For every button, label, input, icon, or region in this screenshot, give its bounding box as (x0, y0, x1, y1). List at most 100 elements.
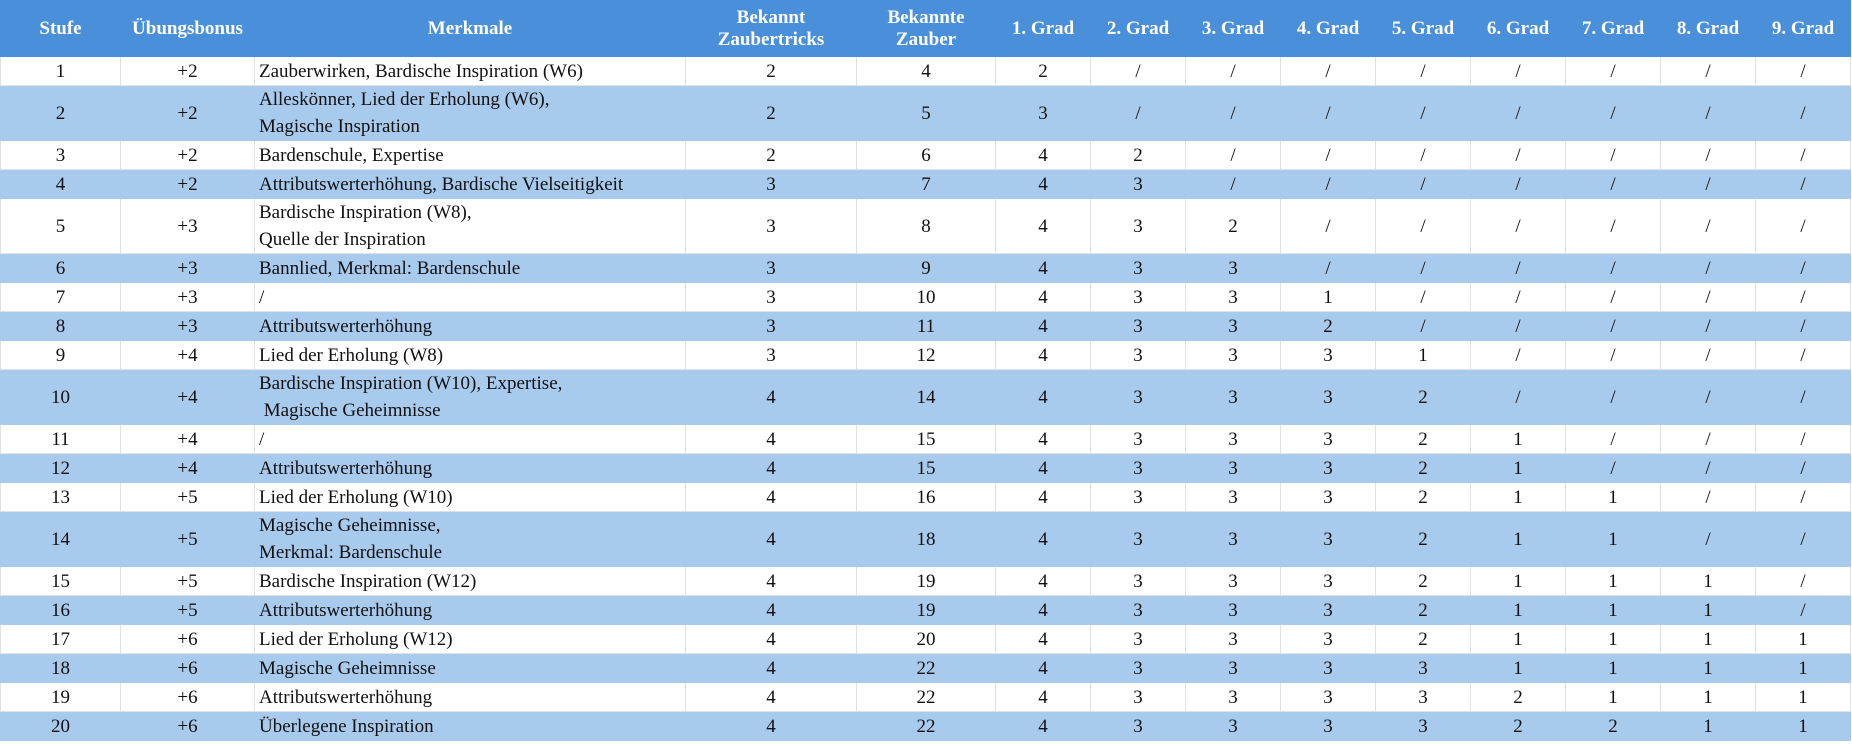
table-row: 13 +5 Lied der Erholung (W10) 4 16 4 3 3 3 2 1 1// (0, 482, 1851, 512)
cell: 19 (856, 595, 996, 625)
table-row: 1 +2 Zauberwirken, Bardische Inspiration (… (0, 56, 1851, 86)
feature-cell: Attributswerterhöhung (254, 682, 686, 712)
cell: 10 (856, 282, 996, 312)
cell: 4 (685, 595, 857, 625)
cell: / (1565, 253, 1661, 283)
cell: / (1470, 311, 1566, 341)
cell: / (1470, 56, 1566, 86)
cell: 3 (1280, 653, 1376, 683)
cell: 2 (1375, 424, 1471, 454)
cell: 13 (0, 482, 121, 512)
cell: 1 (1565, 653, 1661, 683)
cell: 16 (0, 595, 121, 625)
cell: 3 (685, 253, 857, 283)
header-cell: 2. Grad (1090, 0, 1186, 57)
table-row: 7 +3/3 10 4 3 3 1// / / / (0, 282, 1851, 312)
cell: 4 (685, 624, 857, 654)
cell: 3 (1090, 198, 1186, 254)
cell: / (1755, 511, 1851, 567)
cell: 1 (1565, 511, 1661, 567)
cell: / (1660, 311, 1756, 341)
cell: 4 (685, 511, 857, 567)
table-row: 5 +3 Bardische Inspiration (W8), Quelle de… (0, 198, 1851, 254)
cell: 3 (1280, 482, 1376, 512)
cell: 3 (1185, 682, 1281, 712)
cell: 2 (1375, 566, 1471, 596)
cell: 4 (995, 511, 1091, 567)
cell: 4 (995, 253, 1091, 283)
cell: 3 (1185, 340, 1281, 370)
cell: 5 (856, 85, 996, 141)
header-cell: 5. Grad (1375, 0, 1471, 57)
cell: 3 (1090, 424, 1186, 454)
cell: 3 (1090, 595, 1186, 625)
cell: 1 (1375, 340, 1471, 370)
cell: 20 (0, 711, 121, 741)
cell: 1 (1755, 653, 1851, 683)
cell: 3 (1090, 566, 1186, 596)
cell: 4 (995, 453, 1091, 483)
cell: / (1660, 482, 1756, 512)
cell: 3 (685, 311, 857, 341)
cell: 3 (1090, 369, 1186, 425)
feature-cell: Zauberwirken, Bardische Inspiration (W6) (254, 56, 686, 86)
cell: 15 (856, 453, 996, 483)
cell: / (1280, 56, 1376, 86)
cell: / (1660, 282, 1756, 312)
cell: 4 (995, 198, 1091, 254)
cell: 4 (995, 140, 1091, 170)
cell: 1 (1660, 566, 1756, 596)
feature-cell: / (254, 282, 686, 312)
cell: 6 (856, 140, 996, 170)
cell: 3 (1090, 511, 1186, 567)
cell: +6 (120, 711, 255, 741)
cell: 4 (995, 424, 1091, 454)
cell: +3 (120, 311, 255, 341)
cell: / (1755, 253, 1851, 283)
cell: / (1755, 424, 1851, 454)
cell: 3 (1280, 711, 1376, 741)
cell: / (1660, 511, 1756, 567)
cell: +6 (120, 653, 255, 683)
header-cell: Übungsbonus (120, 0, 255, 57)
cell: 2 (1375, 482, 1471, 512)
cell: 3 (685, 282, 857, 312)
table-row: 10 +4 Bardische Inspiration (W10), Experti… (0, 369, 1851, 425)
cell: 1 (1470, 424, 1566, 454)
cell: 3 (1185, 653, 1281, 683)
table-row: 11 +4/4 15 4 3 3 3 2 1// / (0, 424, 1851, 454)
cell: 3 (1185, 482, 1281, 512)
cell: / (1185, 56, 1281, 86)
cell: +2 (120, 140, 255, 170)
cell: 3 (1185, 253, 1281, 283)
cell: 3 (1185, 595, 1281, 625)
cell: / (1185, 85, 1281, 141)
cell: 3 (1280, 369, 1376, 425)
cell: +4 (120, 424, 255, 454)
cell: / (1755, 282, 1851, 312)
cell: / (1565, 282, 1661, 312)
cell: 3 (1185, 311, 1281, 341)
cell: 4 (685, 369, 857, 425)
cell: 1 (1660, 653, 1756, 683)
cell: 3 (1280, 682, 1376, 712)
cell: 1 (0, 56, 121, 86)
table-row: 8 +3 Attributswerterhöhung 3 11 4 3 3 2// / / / (0, 311, 1851, 341)
cell: +5 (120, 566, 255, 596)
cell: 3 (1090, 624, 1186, 654)
cell: 9 (856, 253, 996, 283)
header-row: Stufe Übungsbonus Merkmale Bekannt Zaubertr… (0, 0, 1851, 57)
cell: / (1565, 169, 1661, 199)
header-cell: 7. Grad (1565, 0, 1661, 57)
cell: 2 (1375, 369, 1471, 425)
feature-cell: Attributswerterhöhung, Bardische Vielsei… (254, 169, 686, 199)
cell: 4 (995, 482, 1091, 512)
header-cell: 9. Grad (1755, 0, 1851, 57)
cell: 3 (1375, 682, 1471, 712)
feature-cell: Magische Geheimnisse, Merkmal: Bardensch… (254, 511, 686, 567)
cell: / (1280, 198, 1376, 254)
cell: 3 (1185, 453, 1281, 483)
feature-cell: Überlegene Inspiration (254, 711, 686, 741)
cell: 1 (1470, 624, 1566, 654)
